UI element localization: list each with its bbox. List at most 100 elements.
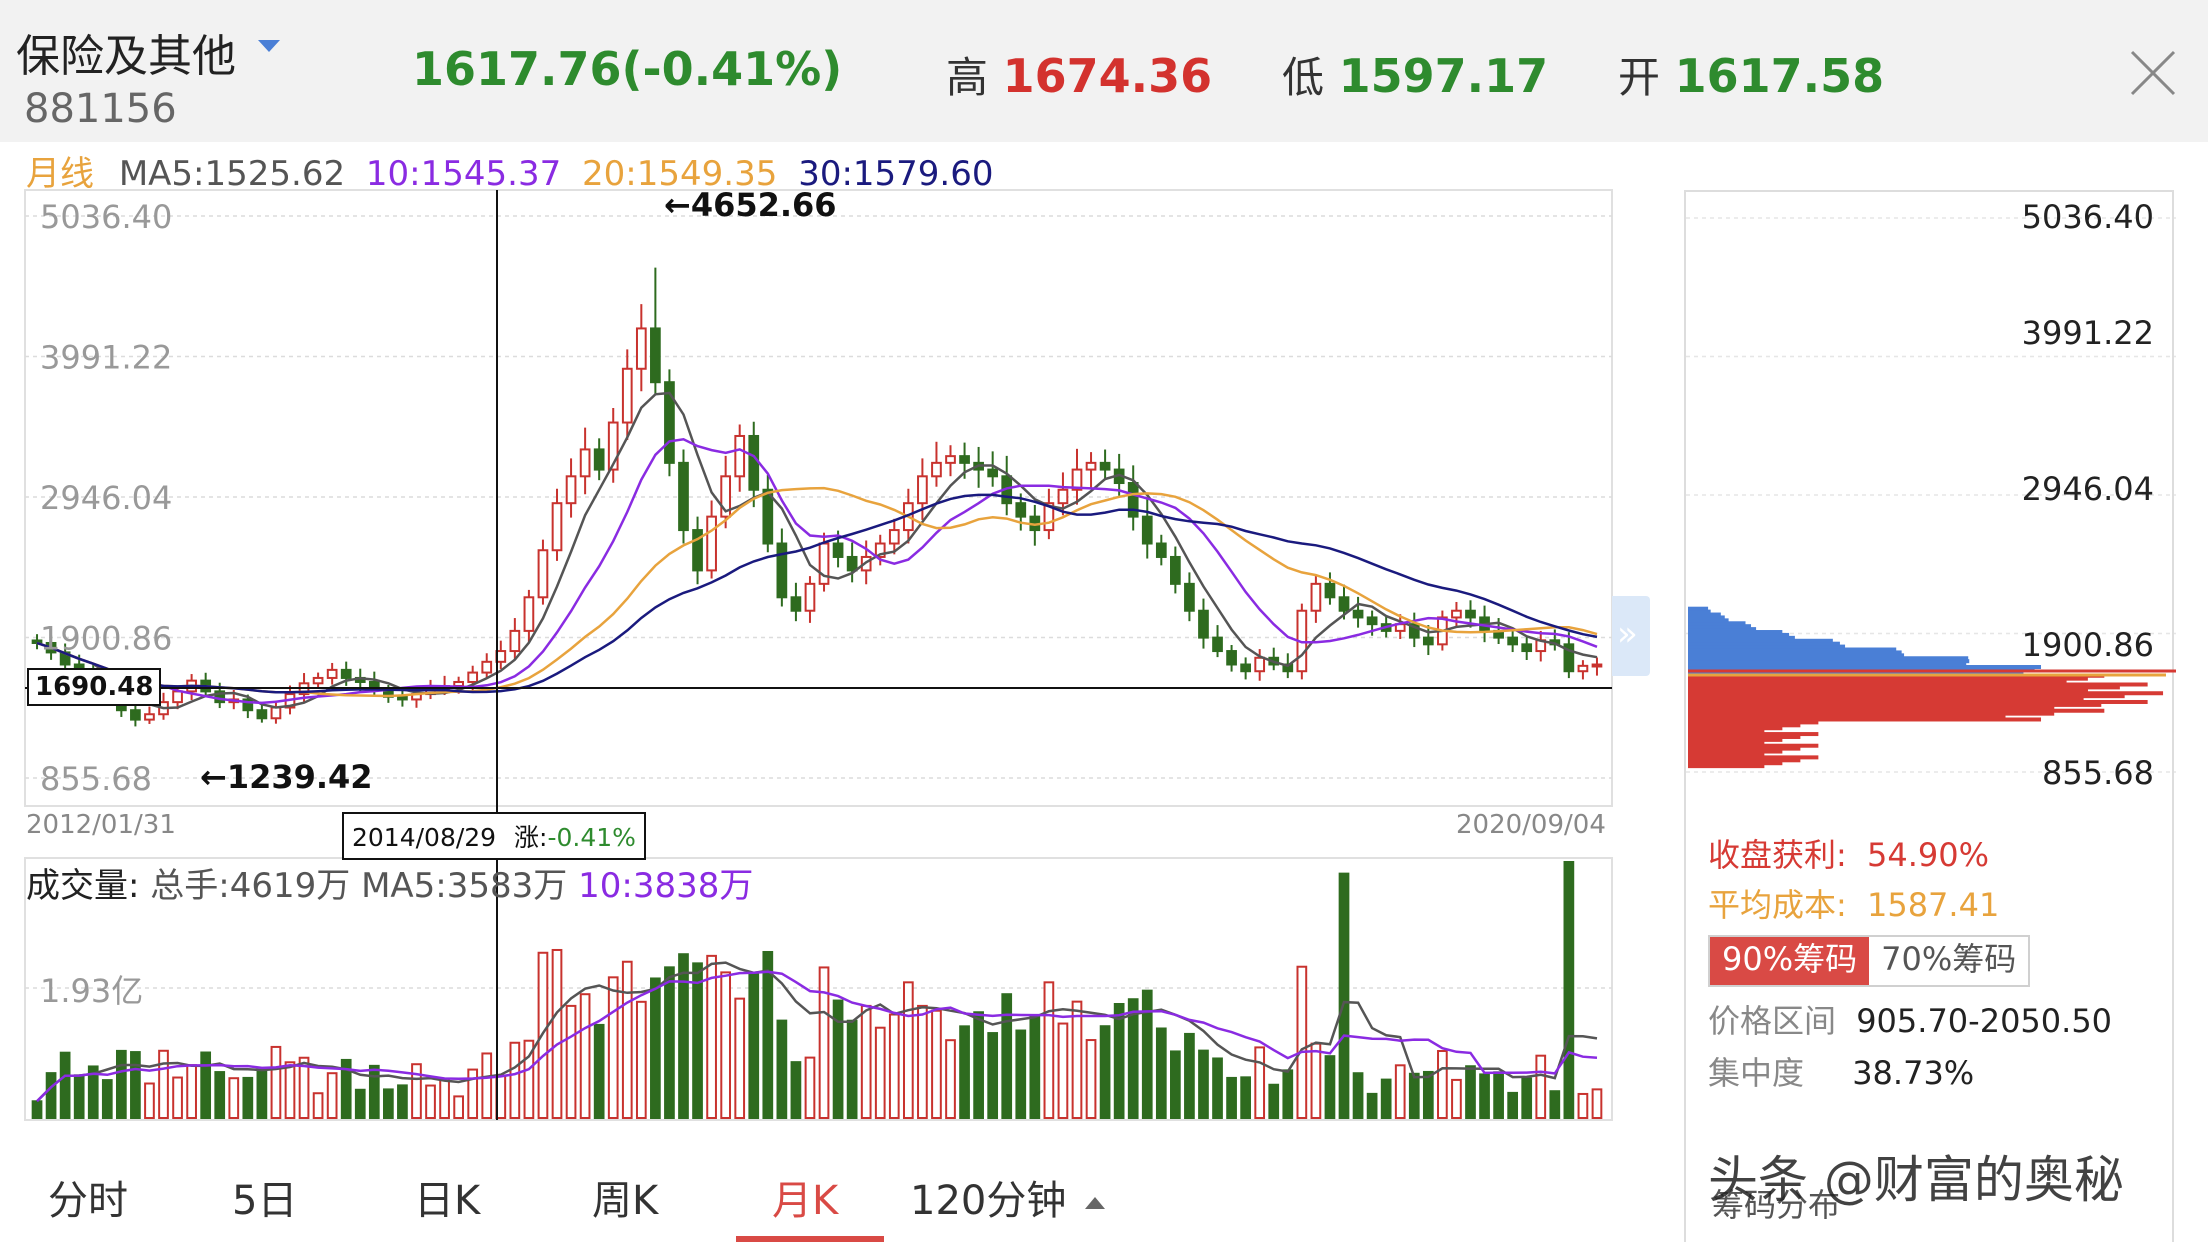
candle-up [804,582,816,612]
chip-bar-profit [1688,624,1752,629]
candle-down [1127,482,1139,518]
volume-bar-down [1507,1091,1519,1119]
volume-bar-down [397,1084,408,1120]
chip-bar-loss [1688,676,2088,681]
concentration: 集中度 38.73% [1708,1048,1974,1094]
chip-bar-loss [1688,764,1765,769]
chip-bar-loss [1688,740,1765,745]
expand-panel-handle[interactable]: » [1612,596,1650,676]
chip-bar-loss [1688,755,1819,760]
candle-down [1141,515,1153,545]
stock-code: 881156 [24,86,177,132]
volume-bar-up [860,1004,872,1119]
candle-up [607,421,619,471]
chip-bar-loss [1688,691,2164,696]
volume-bar-down [1338,872,1350,1119]
candle-up [579,448,591,478]
candle-down [256,709,268,720]
profit-ratio: 收盘获利: 54.90% [1708,830,1989,876]
tab-monthly-k[interactable]: 月K [772,1178,839,1224]
price-axis-label: 855.68 [40,760,152,798]
candle-down [1521,643,1533,653]
current-price: 1617.76(-0.41%) [412,42,842,96]
volume-bar-down [87,1065,99,1119]
candle-down [1015,502,1027,518]
volume-bar-up [1535,1054,1547,1119]
candle-down [1099,461,1111,471]
chip-bar-profit [1688,653,1905,658]
end-date-label: 2020/09/04 [1456,810,1606,840]
volume-bar-down [1127,998,1139,1119]
candle-down [664,381,675,464]
ma10-value: 10:1545.37 [365,154,562,194]
dropdown-caret-icon[interactable] [258,40,280,52]
chip-bar-profit [1688,621,1746,626]
stock-name[interactable]: 保险及其他 [16,31,236,82]
candle-down [762,488,774,545]
candle-down [959,455,970,464]
candle-down [1352,609,1364,619]
tab-daily-k[interactable]: 日K [414,1178,481,1224]
volume-bar-down [1015,1029,1027,1119]
chip-bar-loss [1688,749,1783,754]
chip-bar-loss [1688,714,2006,719]
chip-bar-loss [1688,752,1765,757]
avg-cost-label: 平均成本: [1708,886,1847,924]
ma30-line [36,493,1598,694]
candle-up [706,515,717,572]
chip-axis-label-3: 1900.86 [2021,626,2154,664]
candle-up [312,676,324,685]
chip-bar-profit [1688,641,1840,646]
caret-up-icon [1085,1197,1106,1209]
volume-bar-down [1141,989,1153,1119]
chip-bar-loss [1688,679,2067,684]
volume-bar-up [804,1056,816,1119]
volume-bar-down [31,1100,43,1119]
close-icon[interactable] [2128,48,2178,98]
chip-bar-profit [1688,609,1711,614]
chip-90-button[interactable]: 90%筹码 [1710,937,1870,985]
chip-bar-loss [1688,699,2148,704]
volume-bar-up [706,954,717,1119]
volume-bar-up [326,1072,338,1119]
candle-up [1043,502,1055,532]
volume-bar-up [523,1039,535,1120]
volume-bar-down [1001,993,1013,1119]
candle-down [846,555,858,572]
chip-bar-loss [1688,761,1783,766]
volume-bar-down [1240,1076,1251,1120]
chip-bar-loss [1688,729,1765,734]
candle-up [537,549,549,599]
chip-bar-profit [1688,650,1902,655]
chip-bar-profit [1688,665,2042,670]
candle-down [987,468,999,478]
volume-bar-down [368,1064,380,1120]
price-value: 1617.76 [412,42,622,96]
candle-up [326,668,338,679]
price-gridlines [25,215,1612,779]
candle-up [565,475,577,505]
tab-weekly-k[interactable]: 周K [592,1178,659,1224]
volume-bar-up [144,1082,155,1120]
price-panel-border [24,189,1613,807]
volume-bar-down [256,1068,268,1120]
chip-70-button[interactable]: 70%筹码 [1869,937,2029,985]
volume-bar-up [467,1068,479,1120]
chip-bar-loss [1688,705,2055,710]
chip-bar-profit [1688,632,1790,637]
tab-intraday[interactable]: 分时 [48,1178,128,1224]
candle-down [1170,555,1181,585]
volume-bar-down [664,966,675,1120]
candle-up [1591,663,1603,668]
volume-bar-up [565,1004,577,1119]
high-label: 高 [946,53,989,102]
candle-down [1226,650,1237,666]
tab-5day[interactable]: 5日 [232,1178,298,1224]
volume-bar-up [607,976,619,1119]
tab-120min[interactable]: 120分钟 [910,1168,1106,1226]
volume-bar-down [1198,1049,1209,1119]
chip-bar-loss [1688,708,2105,713]
volume-bar-down [1029,1014,1041,1120]
tooltip-date: 2014/08/29 [352,823,497,852]
